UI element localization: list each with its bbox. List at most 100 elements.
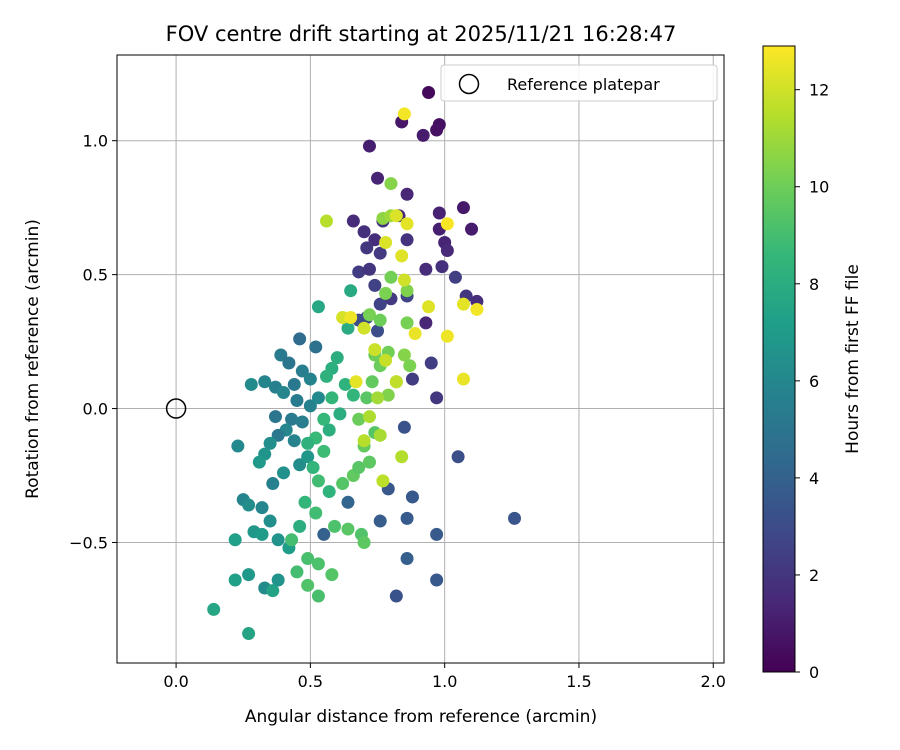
grid [117,55,724,663]
data-points [165,85,522,641]
data-point [295,364,309,378]
data-point [293,458,307,472]
data-point [285,533,299,547]
data-point [430,573,444,587]
data-point [301,552,315,566]
data-point [389,375,403,389]
data-point [352,412,366,426]
plot-area: 0.0 0.5 1.0 1.5 2.0 −0.5 0.0 0.5 1.0 [69,54,726,691]
data-point [389,209,403,223]
data-point [371,324,385,338]
data-point [319,214,333,228]
data-point [271,573,285,587]
data-point [430,527,444,541]
data-point [362,308,376,322]
data-point [430,391,444,405]
data-point [252,455,266,469]
data-point [403,359,417,373]
data-point [338,377,352,391]
data-point [255,501,269,515]
data-point [311,589,325,603]
data-point [362,410,376,424]
data-point [298,495,312,509]
data-point [373,514,387,528]
legend-marker-circle [458,73,480,95]
data-point [373,428,387,442]
data-point [244,377,258,391]
data-point [456,297,470,311]
data-point [379,235,393,249]
colorbar: 0 2 4 6 8 10 12 Hours from first FF file [762,45,863,682]
colorbar-tick-label: 4 [809,469,819,488]
data-point [266,477,280,491]
data-point [333,407,347,421]
data-point [416,128,430,142]
data-point [271,428,285,442]
colorbar-tick-label: 10 [809,178,829,197]
x-tick-label: 1.0 [432,672,457,691]
data-point [349,375,363,389]
data-point [228,573,242,587]
data-point [360,241,374,255]
data-point [317,444,331,458]
data-point [242,568,256,582]
y-axis-label: Rotation from reference (arcmin) [23,219,43,499]
data-point [357,321,371,335]
legend-entry-reference: Reference platepar [507,75,660,94]
data-point [400,511,414,525]
data-point [362,455,376,469]
data-point [397,273,411,287]
x-tick-label: 0.5 [298,672,323,691]
data-point [341,522,355,536]
data-point [322,485,336,499]
data-point [282,356,296,370]
data-point [371,171,385,185]
data-point [440,329,454,343]
data-point [422,300,436,314]
colorbar-tick-label: 12 [809,81,829,100]
data-point [293,519,307,533]
data-point [389,589,403,603]
data-point [325,568,339,582]
data-point [263,436,277,450]
data-point [290,565,304,579]
data-point [328,519,342,533]
data-point [290,394,304,408]
data-point [470,302,484,316]
data-point [384,270,398,284]
data-point [301,450,315,464]
data-point [451,450,465,464]
data-point [400,552,414,566]
data-point [508,511,522,525]
data-point [362,139,376,153]
x-tick-label: 1.5 [566,672,591,691]
data-point [266,584,280,598]
data-point [368,343,382,357]
data-point [360,391,374,405]
data-point [368,278,382,292]
y-tick-label: −0.5 [69,533,108,552]
data-point [397,348,411,362]
legend-box [440,64,718,102]
y-tick-label: 0.5 [83,266,108,285]
data-point [274,348,288,362]
data-point [301,578,315,592]
data-point [357,434,371,448]
data-point [456,201,470,215]
data-point [419,262,433,276]
data-point [440,217,454,231]
x-axis-label: Angular distance from reference (arcmin) [245,707,597,727]
data-point [456,372,470,386]
data-point [285,412,299,426]
data-point [424,356,438,370]
chart-title: FOV centre drift starting at 2025/11/21 … [166,22,677,46]
data-point [277,385,291,399]
data-point [365,375,379,389]
data-point [397,107,411,121]
data-point [306,460,320,474]
data-point [311,391,325,405]
colorbar-tick-label: 2 [809,566,819,585]
colorbar-tick-label: 6 [809,372,819,391]
reference-point-marker [165,398,187,419]
